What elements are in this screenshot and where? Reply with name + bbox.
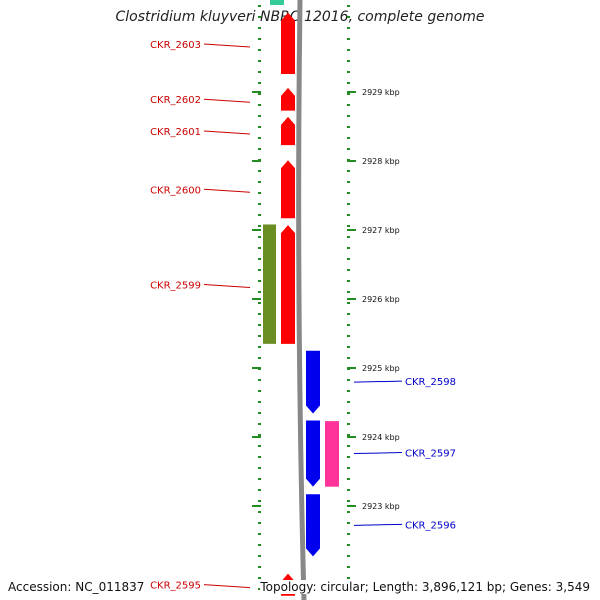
- gene-arrow-CKR_2602[interactable]: [281, 87, 295, 111]
- tick-label-2927: 2927 kbp: [362, 226, 400, 235]
- gene-arrow-CKR_2599[interactable]: [281, 225, 295, 344]
- gene-label-CKR_2596[interactable]: CKR_2596: [405, 520, 456, 531]
- tick-label-2925: 2925 kbp: [362, 364, 400, 373]
- leader-line-CKR_2596: [353, 523, 403, 526]
- tick-label-2926: 2926 kbp: [362, 295, 400, 304]
- leader-line-CKR_2598: [353, 380, 403, 383]
- leader-line-CKR_2600: [203, 188, 251, 193]
- leader-line-CKR_2601: [203, 130, 251, 135]
- gene-arrow-CKR_2600[interactable]: [281, 160, 295, 219]
- leader-line-CKR_2599: [203, 284, 251, 289]
- partial-feature-top: [270, 0, 284, 5]
- gene-label-CKR_2601[interactable]: CKR_2601: [150, 127, 201, 138]
- gene-label-CKR_2600[interactable]: CKR_2600: [150, 185, 201, 196]
- gene-arrow-CKR_2597[interactable]: [306, 420, 320, 487]
- gene-arrow-CKR_2598[interactable]: [306, 350, 320, 414]
- genome-backbone: [296, 0, 307, 600]
- gene-labels: CKR_2603 CKR_2602 CKR_2601 CKR_2600 CKR_2599…: [150, 40, 456, 592]
- leader-line-CKR_2597: [353, 452, 403, 455]
- rna-bar-CKR_2597[interactable]: [325, 421, 339, 487]
- tick-label-2929: 2929 kbp: [362, 88, 400, 97]
- gene-arrow-CKR_2603[interactable]: [281, 12, 295, 75]
- leader-line-CKR_2595: [203, 584, 251, 589]
- tick-label-2923: 2923 kbp: [362, 502, 400, 511]
- genome-summary-text: Topology: circular; Length: 3,896,121 bp…: [260, 580, 590, 594]
- map-footer: Accession: NC_011837 Topology: circular;…: [0, 576, 600, 600]
- feature-bar-CKR_2599[interactable]: [263, 224, 276, 344]
- gene-label-CKR_2595[interactable]: CKR_2595: [150, 581, 201, 592]
- gene-label-CKR_2599[interactable]: CKR_2599: [150, 281, 201, 292]
- gene-label-CKR_2598[interactable]: CKR_2598: [405, 377, 456, 388]
- tick-label-2928: 2928 kbp: [362, 157, 400, 166]
- feature-track: [263, 0, 339, 596]
- leader-line-CKR_2602: [203, 98, 251, 103]
- gene-arrow-CKR_2601[interactable]: [281, 116, 295, 146]
- leader-line-CKR_2603: [203, 43, 251, 48]
- tick-label-2924: 2924 kbp: [362, 433, 400, 442]
- gene-label-CKR_2602[interactable]: CKR_2602: [150, 95, 201, 106]
- accession-text: Accession: NC_011837: [8, 580, 145, 594]
- gene-arrow-CKR_2596[interactable]: [306, 494, 320, 557]
- gene-label-CKR_2603[interactable]: CKR_2603: [150, 40, 201, 51]
- gene-label-CKR_2597[interactable]: CKR_2597: [405, 449, 456, 460]
- right-tick-ruler: 2929 kbp 2928 kbp 2927 kbp 2926 kbp 2925 kbp…: [347, 5, 400, 590]
- left-tick-ruler: [252, 5, 261, 590]
